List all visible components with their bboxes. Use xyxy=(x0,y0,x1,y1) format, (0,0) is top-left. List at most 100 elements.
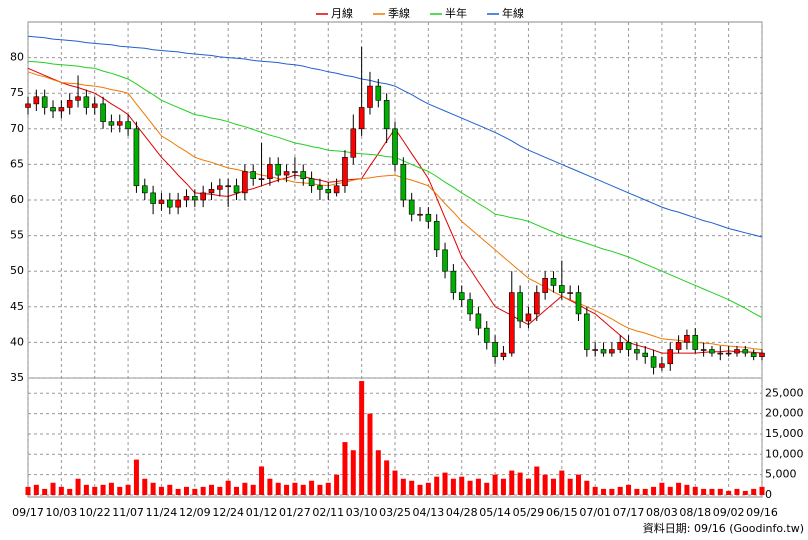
candle-body xyxy=(183,196,190,201)
volume-bar xyxy=(709,488,715,495)
x-tick-label: 05/29 xyxy=(513,506,545,519)
volume-bar xyxy=(525,478,531,495)
y-tick-label: 55 xyxy=(10,229,24,242)
candle-body xyxy=(659,363,665,368)
volume-bar xyxy=(175,488,181,495)
candle-body xyxy=(375,85,382,101)
candle-body xyxy=(317,185,323,190)
candle-body xyxy=(333,185,340,194)
candle-body xyxy=(66,100,73,108)
candle-body xyxy=(300,171,307,179)
candle-body xyxy=(208,189,215,194)
volume-bar xyxy=(500,478,506,495)
candle-body xyxy=(675,342,682,350)
volume-bar xyxy=(25,486,31,495)
candle-body xyxy=(550,278,557,286)
volume-bar xyxy=(617,486,623,495)
volume-bar xyxy=(192,488,198,495)
volume-bar xyxy=(325,482,331,495)
x-tick-label: 09/17 xyxy=(12,506,44,519)
volume-bar xyxy=(58,486,64,495)
candle-body xyxy=(500,352,507,357)
volume-bar xyxy=(125,484,131,495)
volume-bar xyxy=(142,478,148,495)
candle-body xyxy=(358,107,365,130)
volume-bar xyxy=(200,486,206,495)
volume-bar xyxy=(576,474,581,495)
candle-body xyxy=(367,85,373,108)
candle-body xyxy=(108,121,115,126)
volume-bar xyxy=(425,482,431,495)
volume-bar xyxy=(475,478,481,495)
volume-bar xyxy=(300,484,306,495)
candle-body xyxy=(417,213,423,216)
candle-body xyxy=(725,352,732,355)
candle-body xyxy=(83,96,90,108)
candle-body xyxy=(242,171,248,194)
x-tick-label: 03/10 xyxy=(346,506,378,519)
y2-tick-label: 15,000 xyxy=(765,427,804,440)
volume-bar xyxy=(259,466,265,495)
y-tick-label: 65 xyxy=(10,157,24,170)
volume-bar xyxy=(659,482,665,495)
candle-body xyxy=(116,121,123,126)
candle-body xyxy=(325,189,332,194)
y-tick-label: 70 xyxy=(10,122,24,135)
candle-body xyxy=(742,349,749,354)
candle-body xyxy=(609,349,615,354)
x-tick-label: 01/12 xyxy=(246,506,278,519)
volume-bar xyxy=(225,480,231,495)
candle-body xyxy=(283,171,290,176)
volume-bar xyxy=(726,490,732,495)
volume-bar xyxy=(642,488,648,495)
volume-bar xyxy=(717,488,723,495)
x-tick-label: 02/11 xyxy=(312,506,344,519)
footer: 資料日期: 09/16 (Goodinfo.tw) xyxy=(643,521,804,535)
volume-bar xyxy=(133,459,139,495)
volume-bar xyxy=(567,478,573,495)
ma-line xyxy=(27,71,763,350)
volume-bar xyxy=(626,484,632,495)
x-tick-label: 11/24 xyxy=(146,506,178,519)
y-tick-label: 35 xyxy=(10,371,24,384)
candle-body xyxy=(158,199,165,204)
candle-body xyxy=(625,342,632,350)
x-tick-label: 08/18 xyxy=(679,506,711,519)
volume-bar xyxy=(42,488,48,495)
y2-tick-label: 20,000 xyxy=(765,407,804,420)
volume-bar xyxy=(334,474,340,495)
y-tick-label: 45 xyxy=(10,300,24,313)
y2-tick-label: 25,000 xyxy=(765,386,804,399)
volume-bar xyxy=(434,476,440,495)
candle-body xyxy=(308,178,315,187)
volume-bar xyxy=(33,484,39,495)
candle-body xyxy=(217,185,223,190)
y-tick-label: 60 xyxy=(10,193,24,206)
volume-bar xyxy=(450,478,456,495)
volume-bar xyxy=(100,484,106,495)
volume-bar xyxy=(350,450,356,495)
candle-body xyxy=(700,349,707,351)
candle-body xyxy=(258,178,265,180)
candle-body xyxy=(125,121,131,130)
x-tick-label: 09/16 xyxy=(746,506,778,519)
candle-body xyxy=(592,349,598,351)
candle-body xyxy=(642,352,649,357)
y-tick-label: 50 xyxy=(10,264,24,277)
x-tick-label: 05/14 xyxy=(479,506,511,519)
candle-body xyxy=(133,128,140,187)
candle-body xyxy=(292,171,298,173)
y2-tick-label: 10,000 xyxy=(765,447,804,460)
candle-body xyxy=(458,292,465,300)
x-tick-label: 08/03 xyxy=(646,506,678,519)
y2-tick-label: 5,000 xyxy=(765,468,797,481)
volume-bar xyxy=(684,484,690,495)
volume-bar xyxy=(367,413,373,495)
candle-body xyxy=(33,96,40,105)
candle-body xyxy=(533,292,540,315)
volume-bar xyxy=(117,486,123,495)
volume-bar xyxy=(83,484,89,495)
volume-bar xyxy=(183,486,189,495)
volume-bar xyxy=(75,478,81,495)
candle-body xyxy=(200,192,206,201)
